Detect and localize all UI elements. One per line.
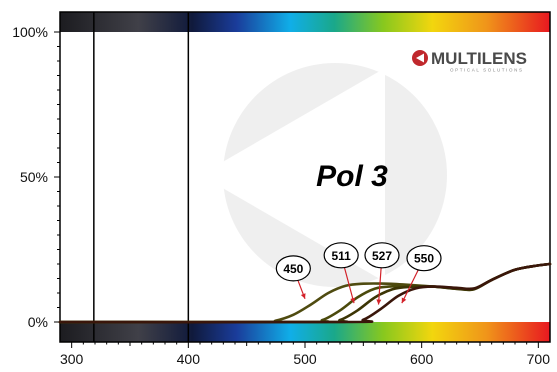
- callout-arrowhead: [350, 297, 356, 304]
- x-tick-label: 300: [60, 351, 84, 367]
- vertical-markers: [93, 12, 190, 342]
- x-tick-label: 700: [527, 351, 551, 367]
- logo-tagline: OPTICAL SOLUTIONS: [450, 68, 524, 73]
- y-tick-label: 0%: [28, 314, 48, 330]
- x-tick-labels: 300 400 500 600 700: [60, 351, 550, 367]
- callout-bubble: [275, 255, 311, 282]
- spectrum-bar-top: [60, 12, 550, 32]
- chart-title: Pol 3: [316, 160, 388, 193]
- logo-emblem: [412, 50, 428, 66]
- callout-550: 550: [401, 245, 442, 304]
- callout-label: 450: [283, 262, 303, 276]
- data-series: [58, 262, 552, 324]
- callout-arrow: [343, 266, 355, 304]
- watermark-logo: [200, 63, 447, 287]
- x-tick-label: 400: [177, 351, 201, 367]
- callout-arrow: [377, 267, 382, 305]
- logo-text: MULTILENS: [431, 49, 527, 68]
- spectrum-bar-bottom: [60, 322, 550, 342]
- callout-511: 511: [323, 242, 359, 304]
- multilens-logo: MULTILENS OPTICAL SOLUTIONS: [412, 49, 527, 73]
- callout-arrowhead: [376, 299, 382, 305]
- wavelength-callouts: 450 511 527 550: [275, 242, 442, 305]
- callout-bubble: [406, 245, 442, 272]
- callout-bubble: [323, 242, 359, 269]
- series-line-550: [58, 262, 552, 324]
- y-tick-label: 50%: [20, 169, 48, 185]
- callout-bubble: [364, 242, 400, 269]
- x-tick-label: 500: [293, 351, 317, 367]
- callout-arrowhead: [401, 297, 407, 304]
- callout-arrow: [401, 268, 420, 304]
- y-tick-labels: 0% 50% 100%: [12, 24, 48, 330]
- callout-label: 511: [331, 249, 351, 263]
- callout-arrowhead: [300, 293, 306, 299]
- callout-label: 550: [414, 252, 434, 266]
- callout-450: 450: [275, 255, 311, 300]
- x-tick-label: 600: [410, 351, 434, 367]
- callout-label: 527: [372, 249, 392, 263]
- axis-ticks: [54, 31, 539, 348]
- callout-527: 527: [364, 242, 400, 305]
- y-tick-label: 100%: [12, 24, 48, 40]
